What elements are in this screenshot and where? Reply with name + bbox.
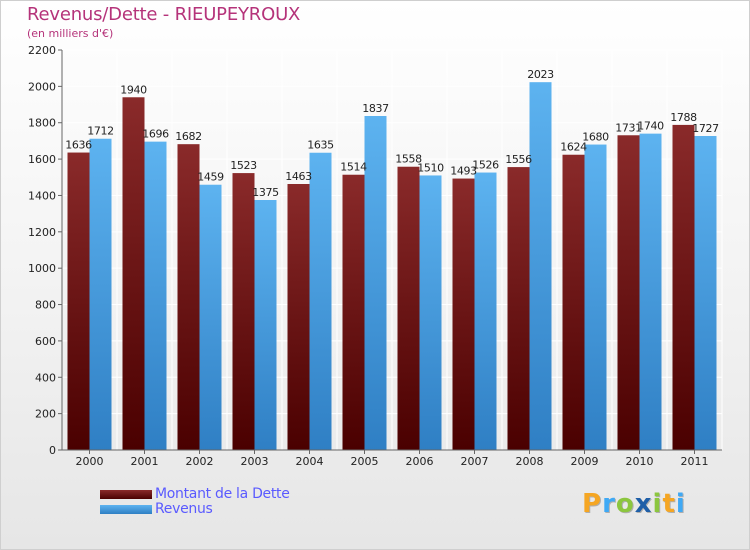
y-tick-label: 2000 (28, 80, 56, 93)
data-label-debt: 1731 (615, 121, 641, 134)
bar-revenus (254, 200, 277, 450)
y-tick-label: 200 (35, 408, 56, 421)
bar-revenus (639, 133, 662, 451)
x-tick-label: 2011 (681, 455, 709, 468)
bar-revenus (419, 175, 442, 451)
logo-letter: x (634, 489, 653, 519)
bar-debt (287, 184, 310, 450)
bar-revenus (309, 152, 332, 450)
x-tick-label: 2000 (76, 455, 104, 468)
data-label-revenus: 1526 (472, 159, 499, 172)
legend-swatch-debt (100, 490, 152, 499)
bar-revenus (584, 144, 607, 450)
data-label-debt: 1788 (670, 111, 697, 124)
chart-title: Revenus/Dette - RIEUPEYROUX (27, 4, 301, 25)
legend-label-revenus: Revenus (155, 501, 213, 517)
data-label-debt: 1682 (175, 130, 201, 143)
data-label-debt: 1624 (560, 141, 587, 154)
data-label-revenus: 2023 (527, 68, 554, 81)
x-tick-label: 2007 (461, 455, 489, 468)
data-label-revenus: 1727 (692, 122, 719, 135)
logo-letter: i (675, 489, 686, 519)
x-tick-label: 2002 (186, 455, 214, 468)
data-label-debt: 1636 (65, 139, 92, 152)
data-label-debt: 1523 (230, 159, 257, 172)
bar-debt (452, 178, 475, 450)
chart-subtitle: (en milliers d'€) (27, 27, 114, 40)
data-label-debt: 1463 (285, 170, 312, 183)
data-label-revenus: 1375 (252, 186, 279, 199)
bar-revenus (474, 172, 497, 450)
proxiti-logo: Proxiti (582, 489, 686, 519)
bar-revenus (694, 136, 717, 450)
x-tick-label: 2001 (131, 455, 159, 468)
y-tick-label: 1000 (28, 262, 56, 275)
bar-debt (232, 173, 255, 450)
bars (67, 82, 717, 451)
legend-label-debt: Montant de la Dette (155, 486, 290, 502)
bar-debt (672, 124, 695, 450)
x-tick-label: 2003 (241, 455, 269, 468)
bar-debt (67, 152, 90, 450)
data-label-debt: 1514 (340, 161, 367, 174)
y-tick-label: 1800 (28, 117, 56, 130)
x-axis: 2000 2001 2002 2003 2004 2005 2006 2007 2008 2009… (62, 449, 722, 468)
data-label-revenus: 1740 (637, 120, 664, 133)
x-tick-label: 2010 (626, 455, 654, 468)
legend-swatch-revenus (100, 505, 152, 514)
data-label-revenus: 1510 (417, 161, 444, 174)
bar-debt (177, 144, 200, 450)
y-tick-label: 800 (35, 299, 56, 312)
logo-letter: r (602, 489, 616, 519)
y-tick-label: 1200 (28, 226, 56, 239)
grid-lines (61, 49, 723, 451)
data-label-debt: 1940 (120, 83, 147, 96)
bar-debt (562, 154, 585, 450)
logo-letter: t (662, 489, 676, 519)
bar-debt (507, 167, 530, 450)
bar-revenus (529, 82, 552, 450)
bar-debt (122, 97, 145, 450)
y-tick-label: 0 (49, 444, 56, 457)
x-tick-label: 2009 (571, 455, 599, 468)
x-tick-label: 2008 (516, 455, 544, 468)
y-tick-label: 1400 (28, 189, 56, 202)
logo-letter: P (582, 489, 603, 519)
data-label-debt: 1493 (450, 165, 477, 178)
bar-revenus (364, 116, 387, 450)
y-tick-label: 400 (35, 371, 56, 384)
data-label-revenus: 1837 (362, 102, 389, 115)
bar-debt (397, 166, 420, 450)
data-label-debt: 1556 (505, 153, 532, 166)
y-tick-label: 600 (35, 335, 56, 348)
y-tick-label: 1600 (28, 153, 56, 166)
data-label-revenus: 1680 (582, 131, 609, 144)
bar-revenus (144, 141, 167, 451)
data-label-revenus: 1635 (307, 139, 334, 152)
data-label-debt: 1558 (395, 153, 422, 166)
logo-letter: i (652, 489, 663, 519)
y-axis: 0 200 400 600 800 1000 1200 1400 1600 1800 2000 220… (28, 44, 63, 457)
x-tick-label: 2004 (296, 455, 324, 468)
bar-debt (617, 135, 640, 451)
bar-revenus (199, 184, 222, 450)
data-label-revenus: 1696 (142, 128, 169, 141)
bar-debt (342, 174, 365, 450)
x-tick-label: 2005 (351, 455, 379, 468)
data-label-revenus: 1459 (197, 171, 224, 184)
logo-letter: o (615, 489, 635, 519)
y-tick-label: 2200 (28, 44, 56, 57)
bar-revenus (89, 138, 112, 450)
data-label-revenus: 1712 (87, 125, 113, 138)
x-tick-label: 2006 (406, 455, 434, 468)
